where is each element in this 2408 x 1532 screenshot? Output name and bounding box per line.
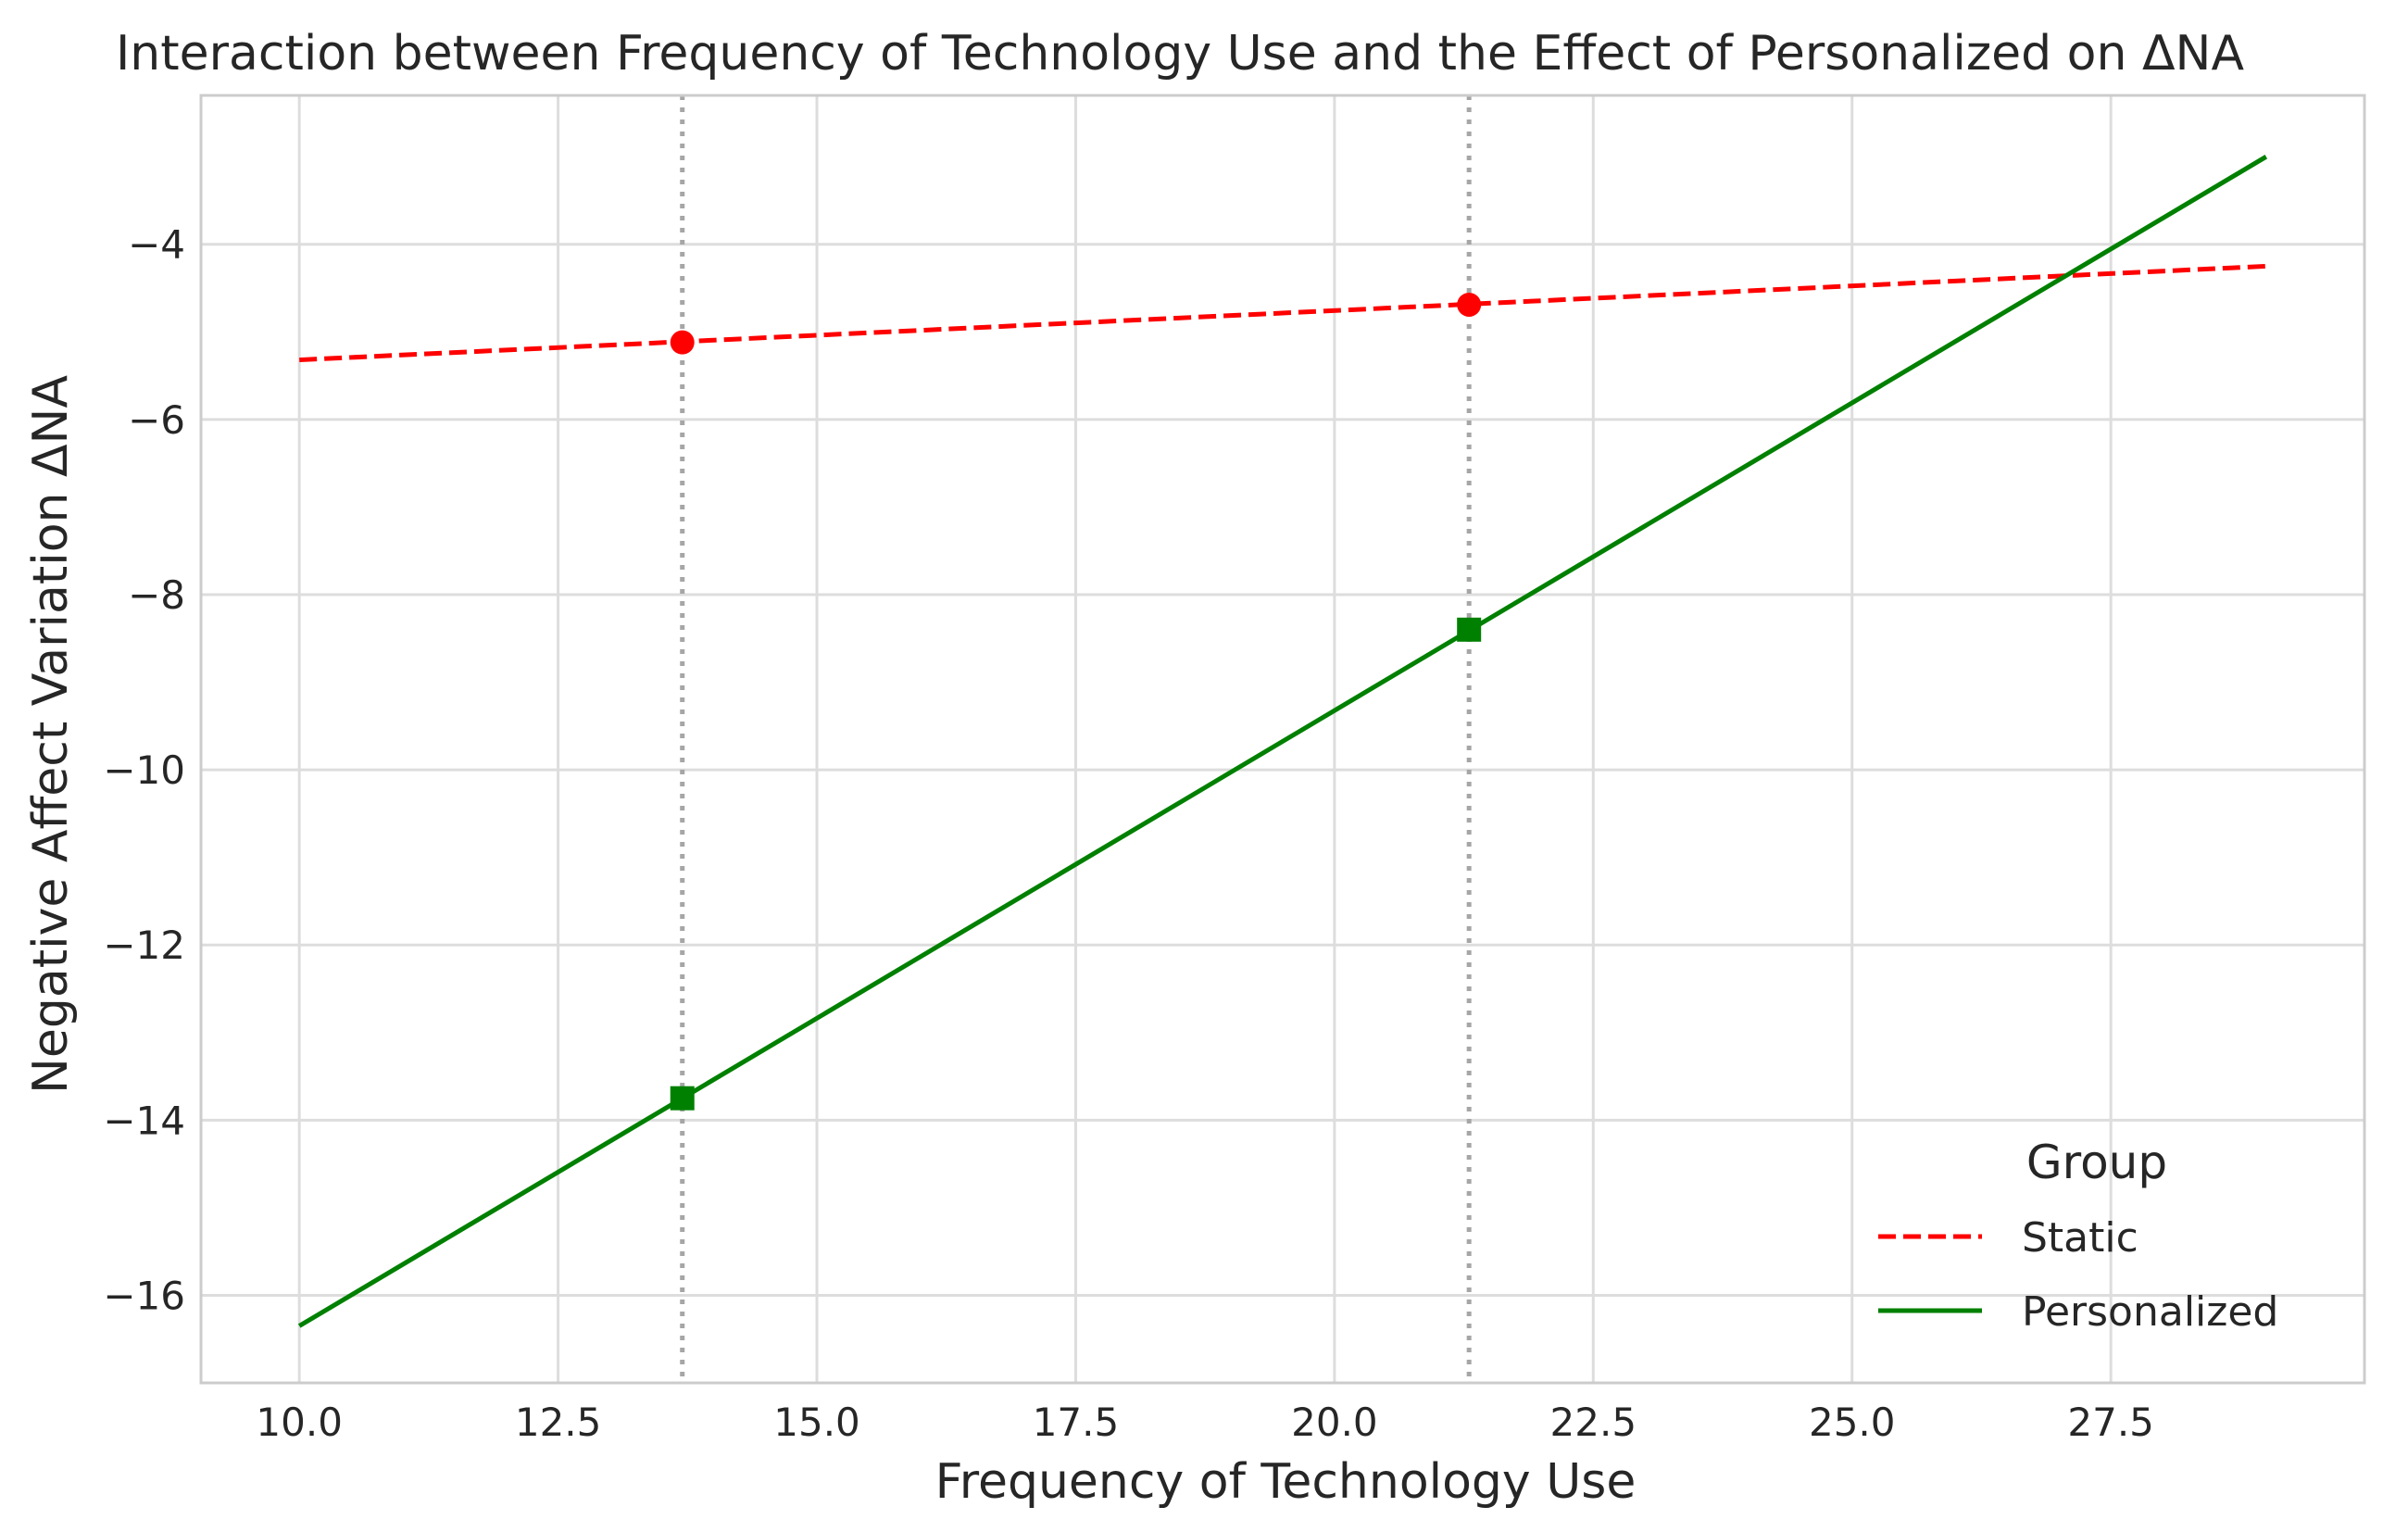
x-tick-label: 12.5 — [515, 1400, 602, 1445]
x-tick-label: 27.5 — [2067, 1400, 2154, 1445]
legend-label-personalized: Personalized — [2022, 1288, 2278, 1336]
plot-frame — [199, 94, 2366, 1385]
x-tick-label: 10.0 — [256, 1400, 343, 1445]
x-tick-label: 22.5 — [1550, 1400, 1637, 1445]
x-tick-label: 20.0 — [1291, 1400, 1378, 1445]
data-point-personalized — [1457, 617, 1482, 642]
data-point-static — [670, 330, 695, 355]
legend: Group Static Personalized — [1878, 1136, 2278, 1336]
legend-label-static: Static — [2022, 1214, 2138, 1262]
y-tick-label: −12 — [103, 923, 185, 968]
x-tick-label: 25.0 — [1809, 1400, 1896, 1445]
y-tick-label: −6 — [128, 397, 185, 443]
grid-layer — [201, 95, 2364, 1383]
series-line-personalized — [297, 155, 2268, 1328]
y-tick-label: −14 — [103, 1098, 185, 1143]
data-point-personalized — [670, 1086, 695, 1111]
y-tick-label: −10 — [103, 747, 185, 793]
legend-title: Group — [2026, 1136, 2167, 1189]
y-axis-label: Negative Affect Variation ΔNA — [23, 375, 79, 1094]
data-point-static — [1457, 292, 1482, 317]
x-tick-label: 15.0 — [773, 1400, 860, 1445]
y-tick-label: −4 — [128, 222, 185, 268]
y-tick-label: −8 — [128, 572, 185, 618]
series-layer — [297, 155, 2268, 1328]
y-tick-label: −16 — [103, 1273, 185, 1318]
chart-title: Interaction between Frequency of Technol… — [116, 26, 2244, 82]
reference-lines — [680, 95, 1472, 1383]
tick-labels: 10.0 12.5 15.0 17.5 20.0 22.5 25.0 27.5 −16 −14 −1… — [103, 222, 2154, 1445]
x-axis-label: Frequency of Technology Use — [935, 1454, 1637, 1510]
series-line-static — [299, 263, 2266, 363]
x-tick-label: 17.5 — [1033, 1400, 1120, 1445]
